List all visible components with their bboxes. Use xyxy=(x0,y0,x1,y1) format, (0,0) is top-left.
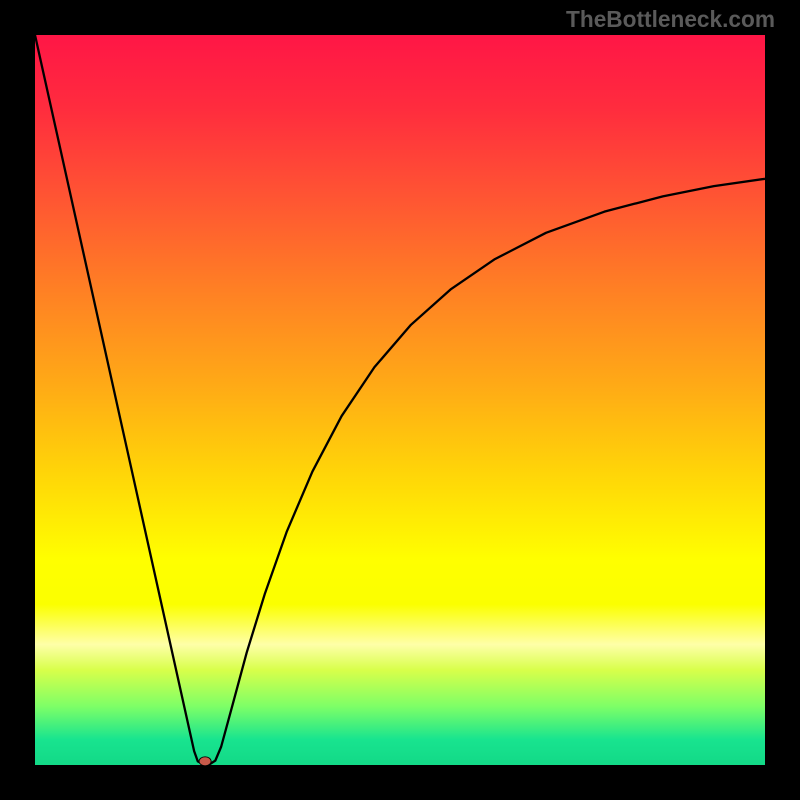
plot-background xyxy=(35,35,765,765)
watermark-text: TheBottleneck.com xyxy=(566,6,775,33)
optimum-marker xyxy=(199,757,211,766)
chart-frame: TheBottleneck.com xyxy=(0,0,800,800)
bottleneck-chart xyxy=(0,0,800,800)
